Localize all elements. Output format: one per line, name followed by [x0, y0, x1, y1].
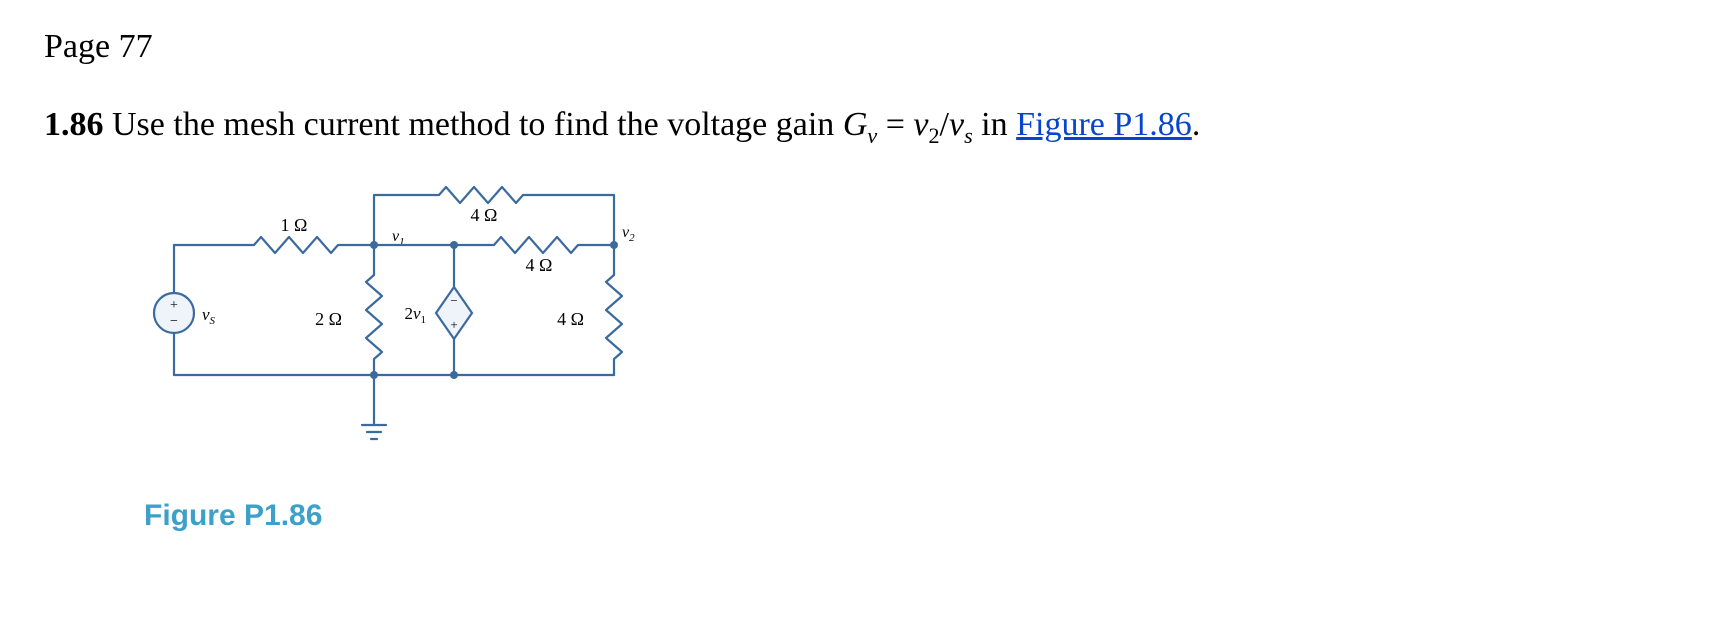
resistor-top-4ohm [439, 187, 529, 203]
gain-subscript: v [867, 123, 877, 148]
label-1ohm: 1 Ω [281, 215, 308, 235]
gain-symbol: G [843, 106, 868, 143]
problem-text-2: in [973, 106, 1016, 143]
ratio-slash: / [940, 106, 949, 143]
resistor-mid-4ohm [494, 237, 584, 253]
ratio-den-sub: s [964, 123, 973, 148]
ratio-num-var: v [913, 106, 928, 143]
figure-caption: Figure P1.86 [144, 499, 1682, 533]
dep-plus: + [450, 317, 457, 332]
wire-top-left [374, 195, 439, 245]
dep-minus: − [450, 293, 457, 308]
label-dep-src: 2v1 [404, 304, 426, 326]
wire-top-right [529, 195, 614, 245]
label-top-4ohm: 4 Ω [471, 205, 498, 225]
label-vs: vS [202, 305, 216, 327]
equals-sign: = [877, 106, 913, 143]
source-minus: − [170, 314, 178, 329]
problem-statement: 1.86 Use the mesh current method to find… [44, 102, 1682, 151]
source-plus: + [170, 298, 178, 313]
problem-text-1: Use the mesh current method to find the … [104, 106, 843, 143]
resistor-right-4ohm [606, 275, 622, 365]
label-right-4ohm: 4 Ω [557, 309, 584, 329]
figure-link[interactable]: Figure P1.86 [1016, 106, 1192, 143]
page-header: Page 77 [44, 28, 1682, 66]
label-2ohm: 2 Ω [315, 309, 342, 329]
resistor-2ohm [366, 275, 382, 365]
circuit-diagram: 4 Ω 1 Ω v1 4 Ω v2 [144, 175, 664, 475]
ratio-num-sub: 2 [928, 123, 939, 148]
resistor-1ohm [254, 237, 344, 253]
figure-block: 4 Ω 1 Ω v1 4 Ω v2 [144, 175, 1682, 533]
problem-number: 1.86 [44, 106, 104, 143]
problem-period: . [1192, 106, 1201, 143]
label-mid-4ohm: 4 Ω [526, 255, 553, 275]
node-v2-label: v2 [622, 224, 635, 244]
ratio-den-var: v [949, 106, 964, 143]
